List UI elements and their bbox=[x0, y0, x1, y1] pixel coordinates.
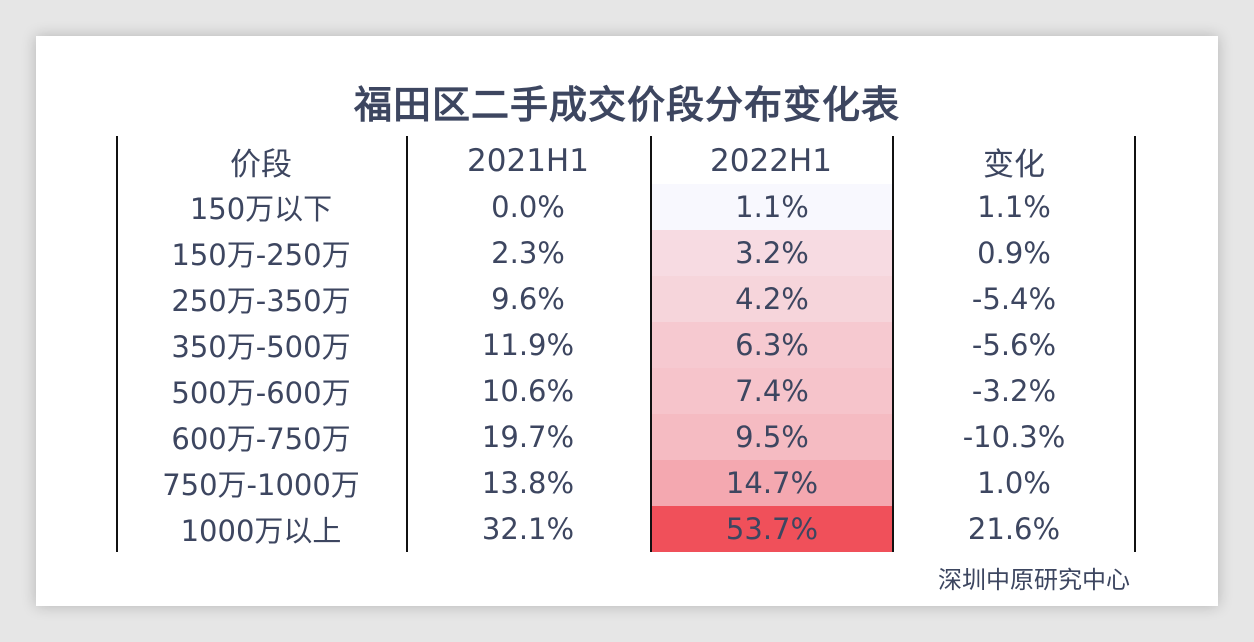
column-divider bbox=[892, 136, 894, 552]
table-cell: 9.5% bbox=[652, 414, 892, 460]
table-cell: 11.9% bbox=[481, 328, 575, 362]
table-cell: 1.1% bbox=[652, 184, 892, 230]
column-divider bbox=[650, 136, 652, 552]
data-table: 价段 150万以下 150万-250万 250万-350万 350万-500万 500万-… bbox=[116, 136, 1136, 552]
column-divider bbox=[406, 136, 408, 552]
column-header: 2022H1 bbox=[710, 143, 832, 179]
row-label: 350万-500万 bbox=[171, 330, 351, 364]
row-label: 150万-250万 bbox=[171, 238, 351, 272]
column-3: 变化 1.1% 0.9% -5.4% -5.6% -3.2% -10.3% 1.0% 21.6% bbox=[892, 136, 1136, 552]
table-cell: 0.9% bbox=[977, 236, 1051, 270]
column-1: 2021H1 0.0% 2.3% 9.6% 11.9% 10.6% 19.7% 13.8% 32… bbox=[406, 136, 650, 552]
row-label: 600万-750万 bbox=[171, 422, 351, 456]
row-label: 750万-1000万 bbox=[162, 468, 360, 502]
table-cell: 3.2% bbox=[652, 230, 892, 276]
table-cell: 6.3% bbox=[652, 322, 892, 368]
table-card bbox=[36, 36, 1218, 606]
row-label: 1000万以上 bbox=[180, 514, 342, 548]
column-divider bbox=[116, 136, 118, 552]
table-cell: 0.0% bbox=[491, 190, 565, 224]
row-label: 150万以下 bbox=[189, 192, 333, 226]
source-label: 深圳中原研究中心 bbox=[938, 566, 1130, 594]
table-cell: 21.6% bbox=[967, 512, 1061, 546]
table-cell: 1.1% bbox=[977, 190, 1051, 224]
table-cell: -3.2% bbox=[971, 374, 1057, 408]
table-cell: 32.1% bbox=[481, 512, 575, 546]
table-cell: -5.6% bbox=[971, 328, 1057, 362]
table-cell: 7.4% bbox=[652, 368, 892, 414]
column-header: 2021H1 bbox=[467, 143, 589, 179]
row-label: 250万-350万 bbox=[171, 284, 351, 318]
column-header: 价段 bbox=[230, 146, 292, 183]
column-header: 变化 bbox=[983, 146, 1045, 183]
table-cell: -10.3% bbox=[962, 420, 1066, 454]
chart-title: 福田区二手成交价段分布变化表 bbox=[353, 83, 900, 127]
table-cell: 13.8% bbox=[481, 466, 575, 500]
table-cell: 4.2% bbox=[652, 276, 892, 322]
table-cell: 2.3% bbox=[491, 236, 565, 270]
table-cell: 53.7% bbox=[652, 506, 892, 552]
table-cell: -5.4% bbox=[971, 282, 1057, 316]
table-cell: 10.6% bbox=[481, 374, 575, 408]
table-cell: 19.7% bbox=[481, 420, 575, 454]
table-cell: 9.6% bbox=[491, 282, 565, 316]
column-0: 价段 150万以下 150万-250万 250万-350万 350万-500万 500万-… bbox=[116, 136, 406, 552]
column-divider bbox=[1134, 136, 1136, 552]
table-cell: 1.0% bbox=[977, 466, 1051, 500]
table-cell: 14.7% bbox=[652, 460, 892, 506]
row-label: 500万-600万 bbox=[171, 376, 351, 410]
column-2: 2022H1 1.1% 3.2% 4.2% 6.3% 7.4% 9.5% 14.7% 53.7% bbox=[650, 136, 892, 552]
